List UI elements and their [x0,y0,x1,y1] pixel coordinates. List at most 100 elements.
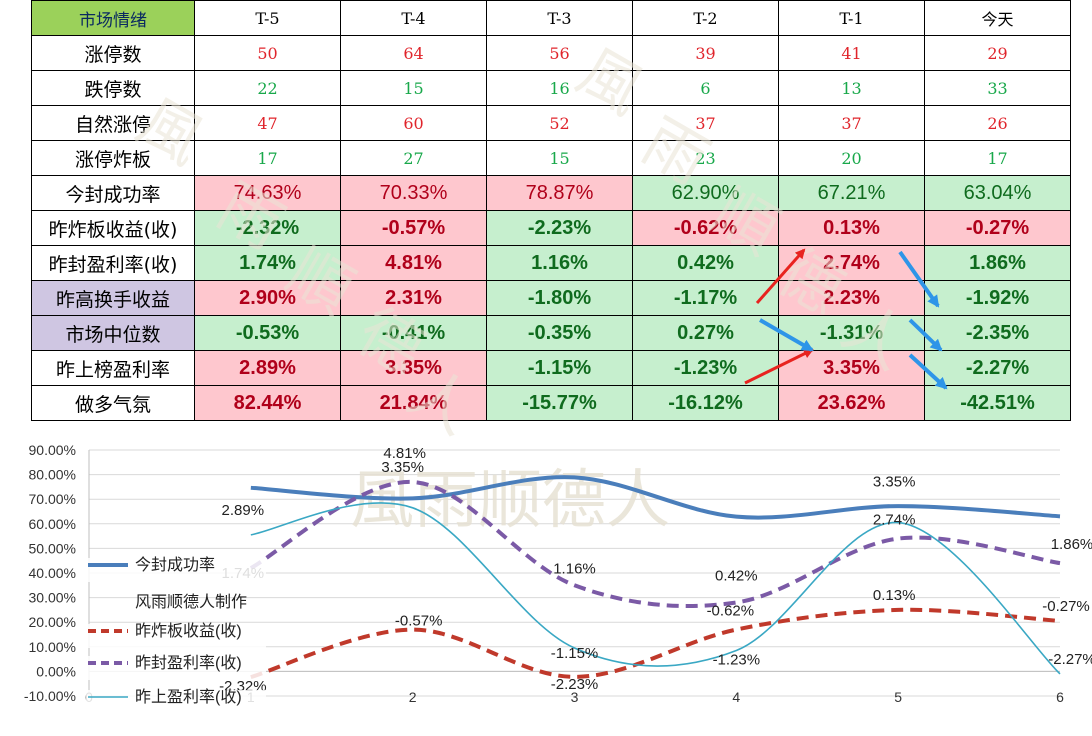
table-cell: 56 [486,35,633,71]
table-cell: 17 [924,140,1071,176]
legend-label: 昨封盈利率(收) [135,654,242,672]
x-tick-label: 4 [732,689,740,705]
table-cell: -1.15% [486,350,633,386]
table-cell: 2.31% [340,280,487,316]
data-label: -0.57% [395,613,443,630]
table-cell: 74.63% [194,175,341,211]
table-cell: 29 [924,35,1071,71]
row-label: 自然涨停 [31,105,195,141]
row-label: 昨高换手收益 [31,280,195,316]
x-tick-label: 5 [894,689,902,705]
y-tick-label: 70.00% [29,491,76,507]
corner-header: 市场情绪 [31,0,195,36]
data-label: 4.81% [383,445,426,462]
table-cell: 6 [632,70,779,106]
row-label: 今封成功率 [31,175,195,211]
table-cell: 78.87% [486,175,633,211]
x-tick-label: 6 [1056,689,1064,705]
table-cell: 33 [924,70,1071,106]
table-cell: 2.89% [194,350,341,386]
data-label: 0.42% [715,568,758,585]
table-row: 昨封盈利率(收) 1.74% 4.81% 1.16% 0.42% 2.74% 1.86% [31,245,1071,281]
row-label: 做多气氛 [31,385,195,421]
spreadsheet-area: 市场情绪 T-5 T-4 T-3 T-2 T-1 今天 涨停数 50 64 56 39 41 29 跌停数 2… [0,0,1071,422]
column-header: T-1 [778,0,925,36]
table-cell: 4.81% [340,245,487,281]
table-cell: 60 [340,105,487,141]
y-tick-label: 90.00% [29,442,76,458]
table-row: 做多气氛 82.44% 21.84% -15.77% -16.12% 23.62% -42.… [31,385,1071,421]
line-chart: -10.00% 0.00% 10.00% 20.00% 30.00% 40.00% 50.0… [24,442,1092,714]
row-label: 昨炸板收益(收) [31,210,195,246]
table-cell: 3.35% [778,350,925,386]
table-row: 今封成功率 74.63% 70.33% 78.87% 62.90% 67.21% 63.04… [31,175,1071,211]
table-cell: 16 [486,70,633,106]
data-label: 3.35% [873,474,916,491]
table-row: 市场中位数 -0.53% -0.41% -0.35% 0.27% -1.31% -2.35% [31,315,1071,351]
table-cell: 52 [486,105,633,141]
column-header: T-4 [340,0,487,36]
data-label: 2.74% [873,512,916,529]
table-cell: -42.51% [924,385,1071,421]
table-cell: 0.13% [778,210,925,246]
row-label: 涨停数 [31,35,195,71]
data-label: -0.27% [1042,598,1090,615]
table-cell: 70.33% [340,175,487,211]
column-header: 今天 [924,0,1071,36]
legend-bg [86,656,266,680]
table-cell: 1.86% [924,245,1071,281]
table-cell: 1.74% [194,245,341,281]
legend-bg [86,690,266,714]
y-tick-label: 20.00% [29,614,76,630]
y-tick-label: 60.00% [29,516,76,532]
table-cell: -1.80% [486,280,633,316]
row-label: 昨封盈利率(收) [31,245,195,281]
table-cell: 2.74% [778,245,925,281]
data-label: 0.13% [873,587,916,604]
legend-bg [86,558,266,582]
data-label: -0.62% [707,603,755,620]
row-label: 昨上榜盈利率 [31,350,195,386]
x-tick-label: 3 [571,689,579,705]
table-cell: 13 [778,70,925,106]
data-label: -2.27% [1048,651,1092,668]
table-cell: 17 [194,140,341,176]
table-cell: 82.44% [194,385,341,421]
data-label: 1.86% [1051,536,1092,553]
series-line [250,475,1061,520]
series-line [250,502,1061,675]
legend-label: 今封成功率 [135,556,215,574]
market-sentiment-table: 市场情绪 T-5 T-4 T-3 T-2 T-1 今天 涨停数 50 64 56 39 41 29 跌停数 2… [31,0,1071,421]
row-label: 市场中位数 [31,315,195,351]
row-header-gutter [0,0,31,422]
table-row: 昨高换手收益 2.90% 2.31% -1.80% -1.17% 2.23% -1.92% [31,280,1071,316]
table-cell: 22 [194,70,341,106]
legend-note: 风雨顺德人制作 [135,593,247,611]
table-row: 昨上榜盈利率 2.89% 3.35% -1.15% -1.23% 3.35% -2.27% [31,350,1071,386]
table-cell: -0.41% [340,315,487,351]
table-cell: 0.42% [632,245,779,281]
data-label: -1.23% [713,651,761,668]
table-cell: -0.62% [632,210,779,246]
table-cell: 62.90% [632,175,779,211]
row-label: 涨停炸板 [31,140,195,176]
table-row: 跌停数 22 15 16 6 13 33 [31,70,1071,106]
table-cell: 1.16% [486,245,633,281]
table-row: 涨停炸板 17 27 15 23 20 17 [31,140,1071,176]
header-row: 市场情绪 T-5 T-4 T-3 T-2 T-1 今天 [31,0,1071,36]
legend-label: 昨炸板收益(收) [135,622,242,640]
row-label: 跌停数 [31,70,195,106]
table-cell: -2.32% [194,210,341,246]
table-cell: -16.12% [632,385,779,421]
table-cell: 47 [194,105,341,141]
table-cell: -1.17% [632,280,779,316]
table-cell: 41 [778,35,925,71]
table-cell: -2.27% [924,350,1071,386]
y-tick-label: 50.00% [29,540,76,556]
table-cell: -1.31% [778,315,925,351]
y-tick-label: 0.00% [36,663,76,679]
data-label: 2.89% [222,502,265,519]
data-label: 1.16% [553,560,596,577]
y-tick-label: -10.00% [24,688,76,704]
column-header: T-5 [194,0,341,36]
